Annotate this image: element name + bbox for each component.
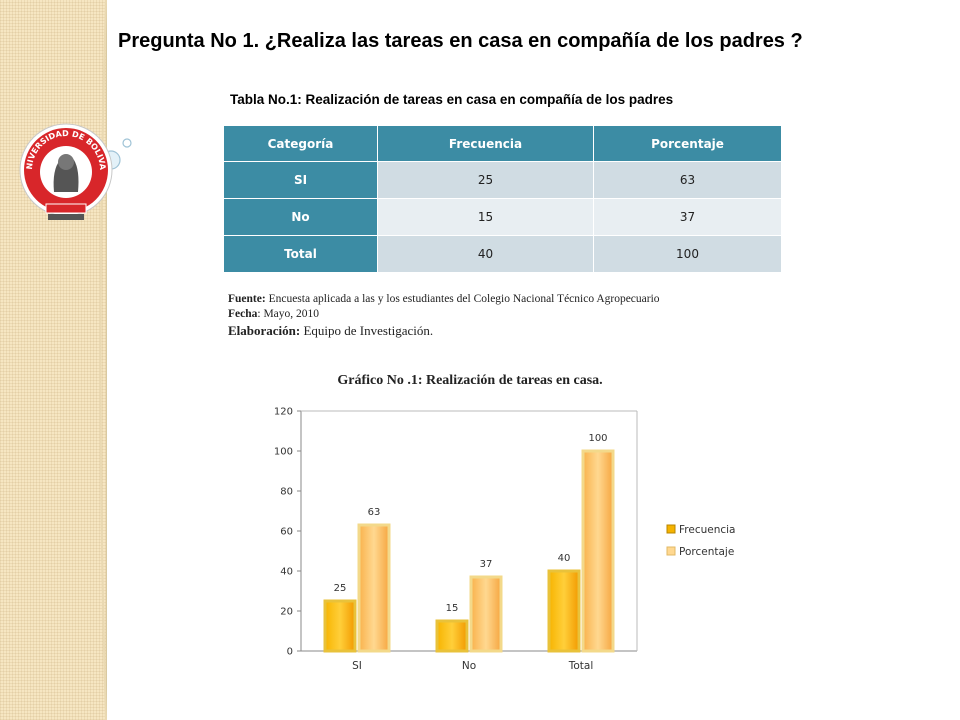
- elaboracion-text: Equipo de Investigación.: [303, 323, 434, 338]
- university-seal-icon: UNIVERSIDAD DE BOLIVAR: [18, 118, 113, 220]
- row-category: SI: [223, 161, 378, 199]
- fecha-label: Fecha: [228, 308, 258, 320]
- y-tick-label: 100: [274, 447, 293, 458]
- table-header-row: Categoría Frecuencia Porcentaje: [223, 125, 782, 162]
- data-label: 37: [480, 559, 493, 570]
- y-tick-label: 120: [274, 407, 293, 418]
- y-tick-label: 60: [280, 527, 293, 538]
- note-fuente: Fuente: Encuesta aplicada a las y los es…: [228, 292, 660, 307]
- bubble-icon: [122, 138, 132, 148]
- row-category: Total: [223, 235, 378, 273]
- bar-porcentaje-no: [469, 575, 503, 653]
- data-label: 40: [558, 553, 571, 564]
- frequency-table: Categoría Frecuencia Porcentaje SI 25 63…: [223, 125, 782, 273]
- row-frecuencia: 25: [377, 161, 594, 199]
- legend-swatch-frecuencia: [666, 524, 676, 534]
- row-porcentaje: 37: [593, 198, 782, 236]
- note-elaboracion: Elaboración: Equipo de Investigación.: [228, 323, 660, 338]
- legend-label-frecuencia: Frecuencia: [679, 524, 736, 536]
- data-label: 15: [446, 603, 459, 614]
- data-label: 100: [588, 433, 607, 444]
- fuente-label: Fuente:: [228, 293, 266, 305]
- row-porcentaje: 63: [593, 161, 782, 199]
- table-row: SI 25 63: [223, 161, 782, 199]
- row-porcentaje: 100: [593, 235, 782, 273]
- elaboracion-label: Elaboración:: [228, 323, 301, 338]
- x-tick-label: No: [462, 660, 476, 672]
- header-frecuencia: Frecuencia: [377, 125, 594, 162]
- data-label: 25: [334, 583, 347, 594]
- y-tick-label: 0: [287, 647, 293, 658]
- slide-title: Pregunta No 1. ¿Realiza las tareas en ca…: [118, 30, 803, 52]
- bar-porcentaje-total: [581, 449, 615, 653]
- row-category: No: [223, 198, 378, 236]
- y-tick-label: 80: [280, 487, 293, 498]
- data-label: 63: [368, 507, 381, 518]
- chart-title: Gráfico No .1: Realización de tareas en …: [337, 373, 603, 388]
- row-frecuencia: 15: [377, 198, 594, 236]
- bar-frecuencia-si: [323, 599, 357, 653]
- note-fecha: Fecha: Mayo, 2010: [228, 307, 660, 322]
- bar-porcentaje-si: [357, 523, 391, 653]
- header-porcentaje: Porcentaje: [593, 125, 782, 162]
- table-row: No 15 37: [223, 198, 782, 236]
- source-notes: Fuente: Encuesta aplicada a las y los es…: [228, 292, 660, 338]
- decorative-arc: [99, 0, 132, 720]
- x-tick-label: SI: [352, 660, 362, 672]
- legend-swatch-porcentaje: [666, 546, 676, 556]
- x-tick-label: Total: [568, 660, 594, 672]
- bar-frecuencia-no: [435, 619, 469, 653]
- y-tick-label: 20: [280, 607, 293, 618]
- left-decorative-strip: [0, 0, 107, 720]
- fuente-text: Encuesta aplicada a las y los estudiante…: [268, 293, 660, 305]
- bar-frecuencia-total: [547, 569, 581, 653]
- row-frecuencia: 40: [377, 235, 594, 273]
- fecha-text: : Mayo, 2010: [257, 308, 320, 320]
- y-tick-label: 40: [280, 567, 293, 578]
- table-row: Total 40 100: [223, 235, 782, 273]
- table-caption: Tabla No.1: Realización de tareas en cas…: [230, 92, 674, 107]
- header-categoria: Categoría: [223, 125, 378, 162]
- legend-label-porcentaje: Porcentaje: [679, 546, 734, 558]
